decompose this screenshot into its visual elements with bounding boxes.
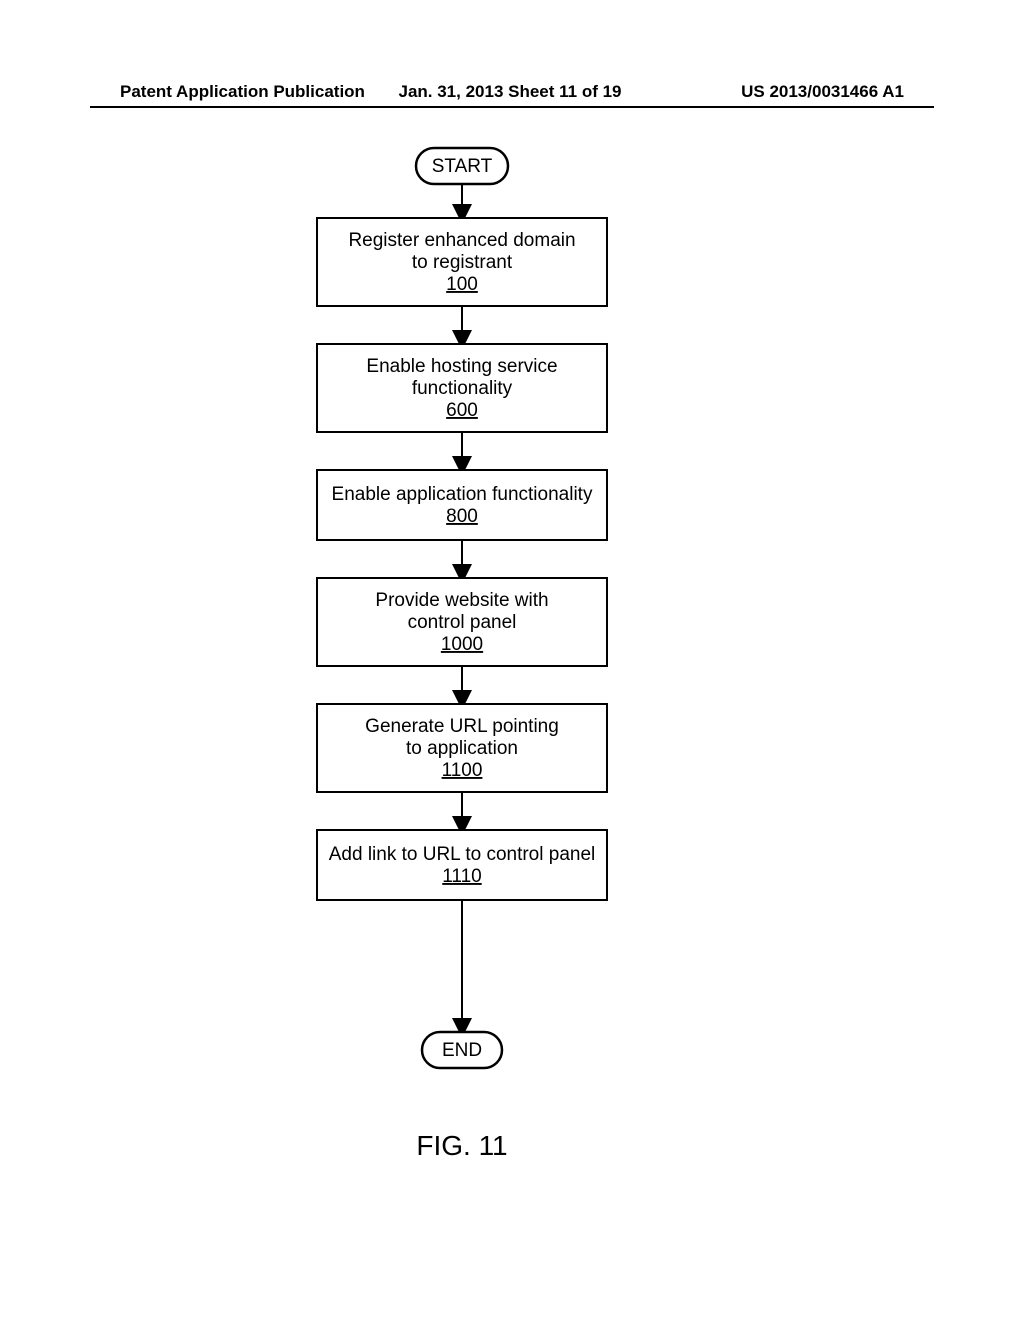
process-text: Add link to URL to control panel (329, 844, 596, 865)
process-ref: 1110 (442, 866, 481, 887)
figure-label: FIG. 11 (416, 1130, 507, 1161)
process-ref: 1100 (442, 760, 483, 781)
process-text: to registrant (412, 252, 513, 273)
start-terminal: START (416, 148, 508, 184)
process-ref: 1000 (441, 634, 483, 655)
process-ref: 800 (446, 506, 478, 527)
process-text: Generate URL pointing (365, 716, 559, 737)
process-box: Add link to URL to control panel1110 (317, 830, 607, 900)
process-ref: 100 (446, 274, 478, 295)
process-text: to application (406, 738, 518, 759)
process-text: control panel (408, 612, 517, 633)
process-box: Enable hosting servicefunctionality600 (317, 344, 607, 432)
process-box: Register enhanced domainto registrant100 (317, 218, 607, 306)
process-box: Enable application functionality800 (317, 470, 607, 540)
end-terminal: END (422, 1032, 502, 1068)
flowchart: Register enhanced domainto registrant100… (0, 0, 1024, 1320)
start-label: START (432, 156, 493, 177)
process-text: Enable hosting service (366, 356, 557, 377)
process-ref: 600 (446, 400, 478, 421)
process-text: Register enhanced domain (348, 230, 575, 251)
process-text: Enable application functionality (332, 484, 593, 505)
process-text: Provide website with (375, 590, 548, 611)
end-label: END (442, 1040, 482, 1061)
page: Patent Application Publication Jan. 31, … (0, 0, 1024, 1320)
process-box: Generate URL pointingto application1100 (317, 704, 607, 792)
process-text: functionality (412, 378, 513, 399)
process-box: Provide website withcontrol panel1000 (317, 578, 607, 666)
